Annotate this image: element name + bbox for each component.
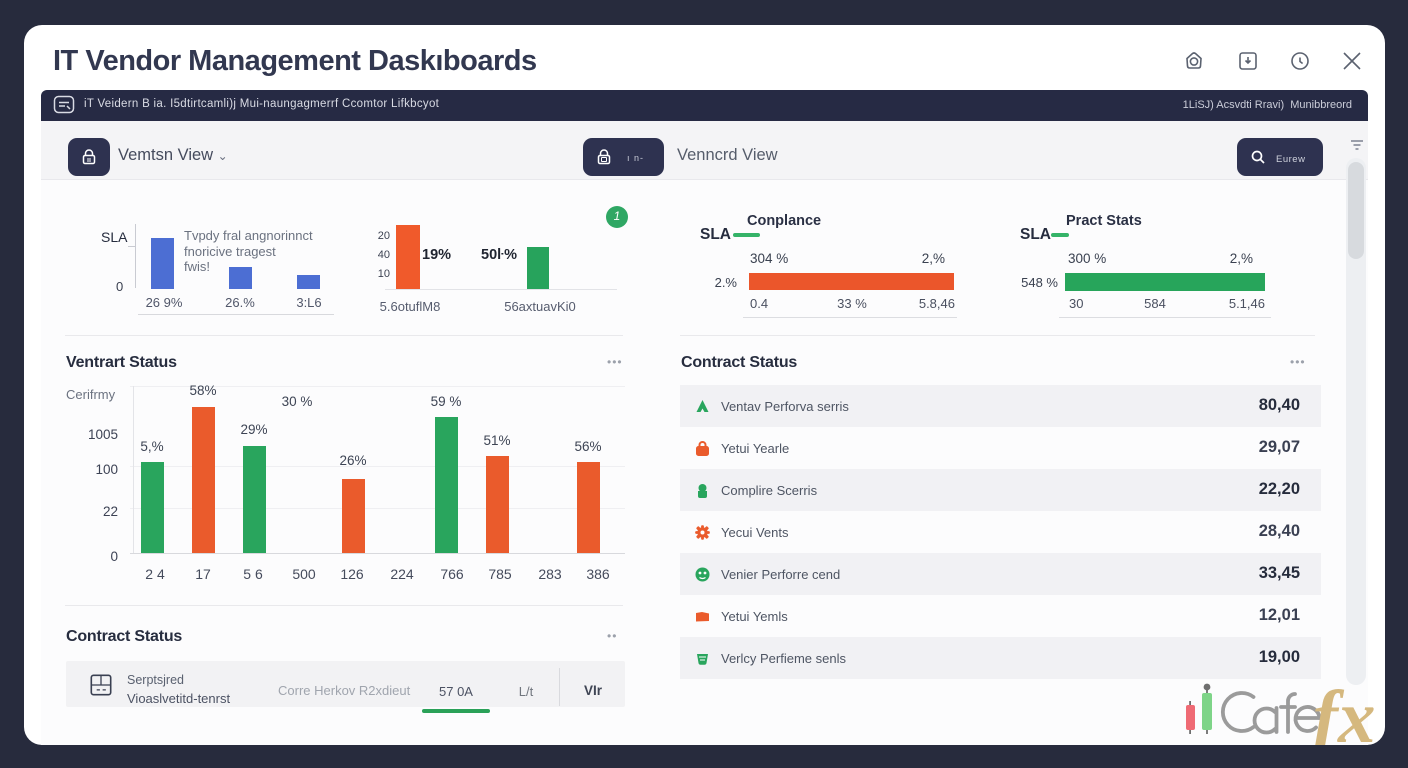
svg-text:fx: fx <box>1313 676 1375 745</box>
